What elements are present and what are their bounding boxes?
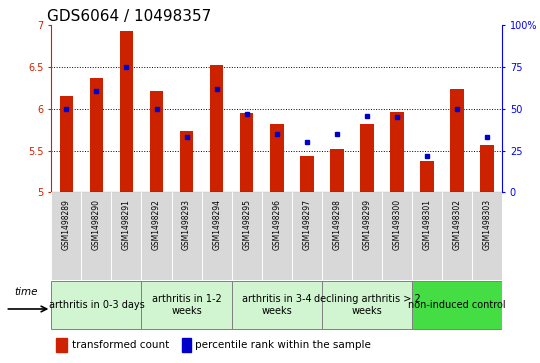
FancyBboxPatch shape — [292, 192, 322, 280]
Text: GSM1498303: GSM1498303 — [483, 199, 491, 250]
Text: GSM1498289: GSM1498289 — [62, 199, 71, 250]
Text: GSM1498291: GSM1498291 — [122, 199, 131, 250]
Bar — [330, 149, 343, 192]
Bar — [240, 113, 253, 192]
Text: GSM1498297: GSM1498297 — [302, 199, 311, 250]
Text: arthritis in 1-2
weeks: arthritis in 1-2 weeks — [152, 294, 221, 316]
FancyBboxPatch shape — [141, 192, 172, 280]
Text: GSM1498294: GSM1498294 — [212, 199, 221, 250]
FancyBboxPatch shape — [472, 192, 502, 280]
Bar — [300, 156, 314, 192]
Text: declining arthritis > 2
weeks: declining arthritis > 2 weeks — [314, 294, 420, 316]
Text: GSM1498300: GSM1498300 — [393, 199, 401, 250]
FancyBboxPatch shape — [141, 281, 232, 329]
Text: GSM1498290: GSM1498290 — [92, 199, 101, 250]
Bar — [90, 78, 103, 192]
Bar — [56, 338, 67, 351]
FancyBboxPatch shape — [82, 192, 111, 280]
Text: arthritis in 3-4
weeks: arthritis in 3-4 weeks — [242, 294, 312, 316]
Text: transformed count: transformed count — [72, 340, 169, 350]
FancyBboxPatch shape — [322, 281, 412, 329]
Bar — [180, 131, 193, 192]
Text: GSM1498302: GSM1498302 — [453, 199, 462, 250]
FancyBboxPatch shape — [232, 192, 262, 280]
Text: GSM1498296: GSM1498296 — [272, 199, 281, 250]
FancyBboxPatch shape — [232, 281, 322, 329]
FancyBboxPatch shape — [322, 192, 352, 280]
FancyBboxPatch shape — [51, 281, 141, 329]
FancyBboxPatch shape — [412, 281, 502, 329]
Bar — [120, 31, 133, 192]
Text: GSM1498301: GSM1498301 — [422, 199, 431, 250]
Bar — [481, 145, 494, 192]
Text: percentile rank within the sample: percentile rank within the sample — [195, 340, 370, 350]
FancyBboxPatch shape — [412, 192, 442, 280]
FancyBboxPatch shape — [352, 192, 382, 280]
Bar — [150, 90, 163, 192]
FancyBboxPatch shape — [382, 192, 412, 280]
FancyBboxPatch shape — [201, 192, 232, 280]
Bar — [420, 162, 434, 192]
FancyBboxPatch shape — [51, 192, 82, 280]
Bar — [210, 65, 224, 192]
Text: GDS6064 / 10498357: GDS6064 / 10498357 — [47, 9, 211, 24]
Text: GSM1498293: GSM1498293 — [182, 199, 191, 250]
Bar — [182, 338, 191, 351]
Text: GSM1498298: GSM1498298 — [332, 199, 341, 250]
Text: GSM1498299: GSM1498299 — [362, 199, 372, 250]
Text: GSM1498295: GSM1498295 — [242, 199, 251, 250]
FancyBboxPatch shape — [262, 192, 292, 280]
FancyBboxPatch shape — [172, 192, 201, 280]
Text: time: time — [14, 287, 38, 297]
Bar — [450, 89, 464, 192]
Text: GSM1498292: GSM1498292 — [152, 199, 161, 250]
Bar — [360, 124, 374, 192]
FancyBboxPatch shape — [442, 192, 472, 280]
FancyBboxPatch shape — [111, 192, 141, 280]
Text: non-induced control: non-induced control — [408, 300, 506, 310]
Bar — [270, 124, 284, 192]
Bar — [59, 95, 73, 192]
Bar — [390, 112, 404, 192]
Text: arthritis in 0-3 days: arthritis in 0-3 days — [49, 300, 144, 310]
